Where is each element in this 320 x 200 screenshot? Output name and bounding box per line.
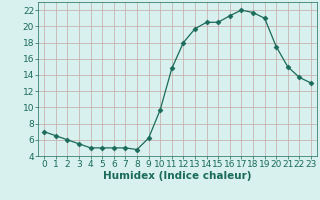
X-axis label: Humidex (Indice chaleur): Humidex (Indice chaleur) — [103, 171, 252, 181]
